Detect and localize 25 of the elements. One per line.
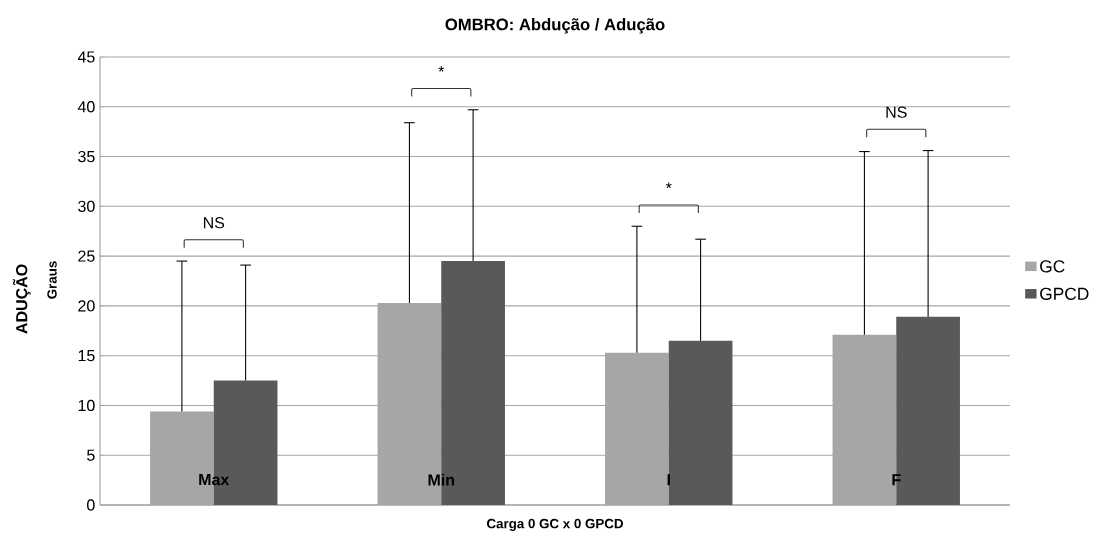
y-tick-label: 25 <box>78 250 95 262</box>
y-tick-label: 35 <box>78 150 95 163</box>
text: Graus <box>47 261 57 299</box>
annotation: * <box>665 182 672 189</box>
x-tick-label: I <box>667 474 670 486</box>
chart-title: OMBRO: Abdução / Adução <box>445 18 665 34</box>
annotation: NS <box>886 106 907 118</box>
y-tick-label: 5 <box>87 449 95 461</box>
y-tick-label: 30 <box>78 200 95 212</box>
y-tick-label: 20 <box>78 300 95 312</box>
bar <box>668 340 733 505</box>
y-tick-label: 40 <box>77 101 95 113</box>
x-tick-label: F <box>892 474 901 486</box>
y-tick-label: 45 <box>77 51 95 63</box>
x-axis-title: Carga 0 GC x 0 GPCD <box>487 518 623 531</box>
y-tick-label: 15 <box>78 350 95 362</box>
legend-label: GC <box>1040 260 1065 273</box>
x-tick-label: Min <box>428 473 455 486</box>
y-axis-title: ADUÇÃO <box>12 264 31 334</box>
annotation: * <box>438 66 445 72</box>
legend-label: GPCD <box>1040 287 1089 300</box>
y-tick-label: 0 <box>87 499 95 511</box>
annotation: NS <box>203 217 225 229</box>
y-tick-label: 10 <box>78 399 95 412</box>
x-tick-label: Max <box>199 474 230 486</box>
